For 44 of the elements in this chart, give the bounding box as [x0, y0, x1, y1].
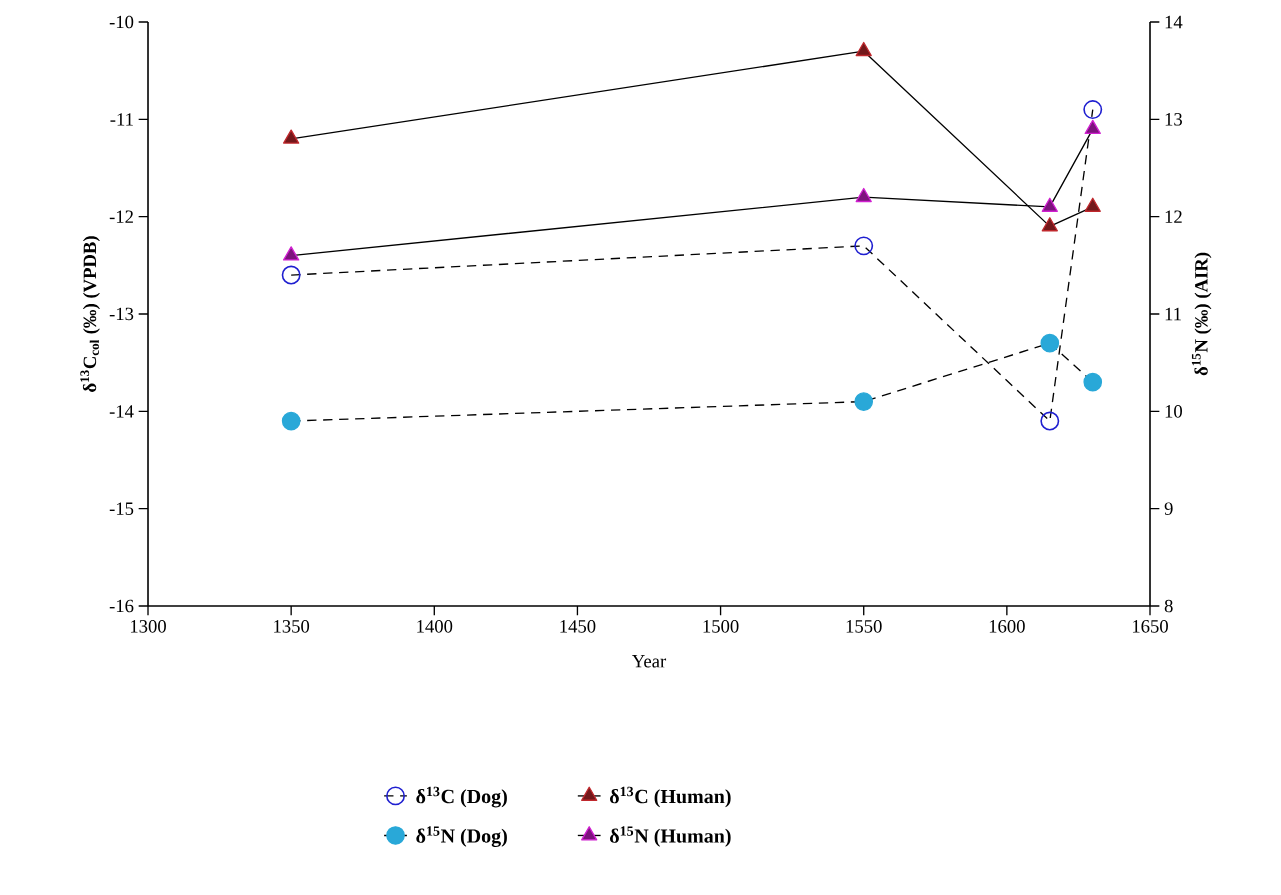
y2-tick-label: 10 [1165, 405, 1182, 418]
legend-label: δ$^{15}$N (Human) [609, 826, 731, 847]
y-tick-label: -15 [109, 502, 134, 515]
legend-label: δ$^{13}$C (Human) [609, 786, 731, 808]
point [281, 411, 301, 431]
y2-tick-label: 11 [1165, 307, 1181, 321]
legend-label: δ$^{13}$C (Dog) [416, 786, 507, 808]
y2-axis-title: δ$^{15}$N (‰) (AIR) [1191, 252, 1212, 376]
point [1084, 119, 1101, 135]
x-tick-label: 1500 [703, 620, 739, 633]
y2-tick-label: 8 [1164, 599, 1173, 613]
point [854, 392, 874, 411]
x-tick-label: 1350 [274, 620, 310, 633]
point [1041, 217, 1058, 232]
point [1041, 197, 1058, 212]
y-tick-label: -13 [109, 307, 134, 321]
point [281, 265, 301, 285]
y2-tick-label: 9 [1164, 502, 1173, 515]
y2-tick-label: 14 [1165, 15, 1183, 29]
y-tick-label: -16 [109, 599, 134, 613]
point [1040, 411, 1060, 431]
y2-tick-label: 12 [1165, 210, 1182, 223]
y-tick-label: -10 [109, 15, 134, 29]
point [282, 246, 300, 261]
y-tick-label: -11 [110, 113, 133, 126]
x-tick-label: 1600 [989, 620, 1025, 633]
point [855, 187, 872, 203]
x-tick-label: 1650 [1132, 620, 1168, 633]
legend-label: δ$^{15}$N (Dog) [416, 826, 507, 847]
point [855, 41, 872, 57]
x-tick-label: 1300 [130, 620, 166, 633]
point [1040, 333, 1060, 353]
y-tick-label: -12 [109, 210, 133, 223]
point [1083, 372, 1103, 392]
x-tick-label: 1550 [846, 620, 882, 633]
y-tick-label: -14 [109, 405, 134, 418]
point [1084, 197, 1101, 212]
y2-tick-label: 13 [1165, 113, 1182, 126]
x-tick-label: 1400 [417, 620, 453, 633]
x-tick-label: 1450 [560, 620, 596, 633]
point [854, 236, 874, 256]
y-axis-title: δ$^{13}$C$_{col}$ (‰) (VPDB) [80, 236, 100, 392]
point [282, 129, 300, 144]
x-axis-title: Year [632, 655, 667, 668]
